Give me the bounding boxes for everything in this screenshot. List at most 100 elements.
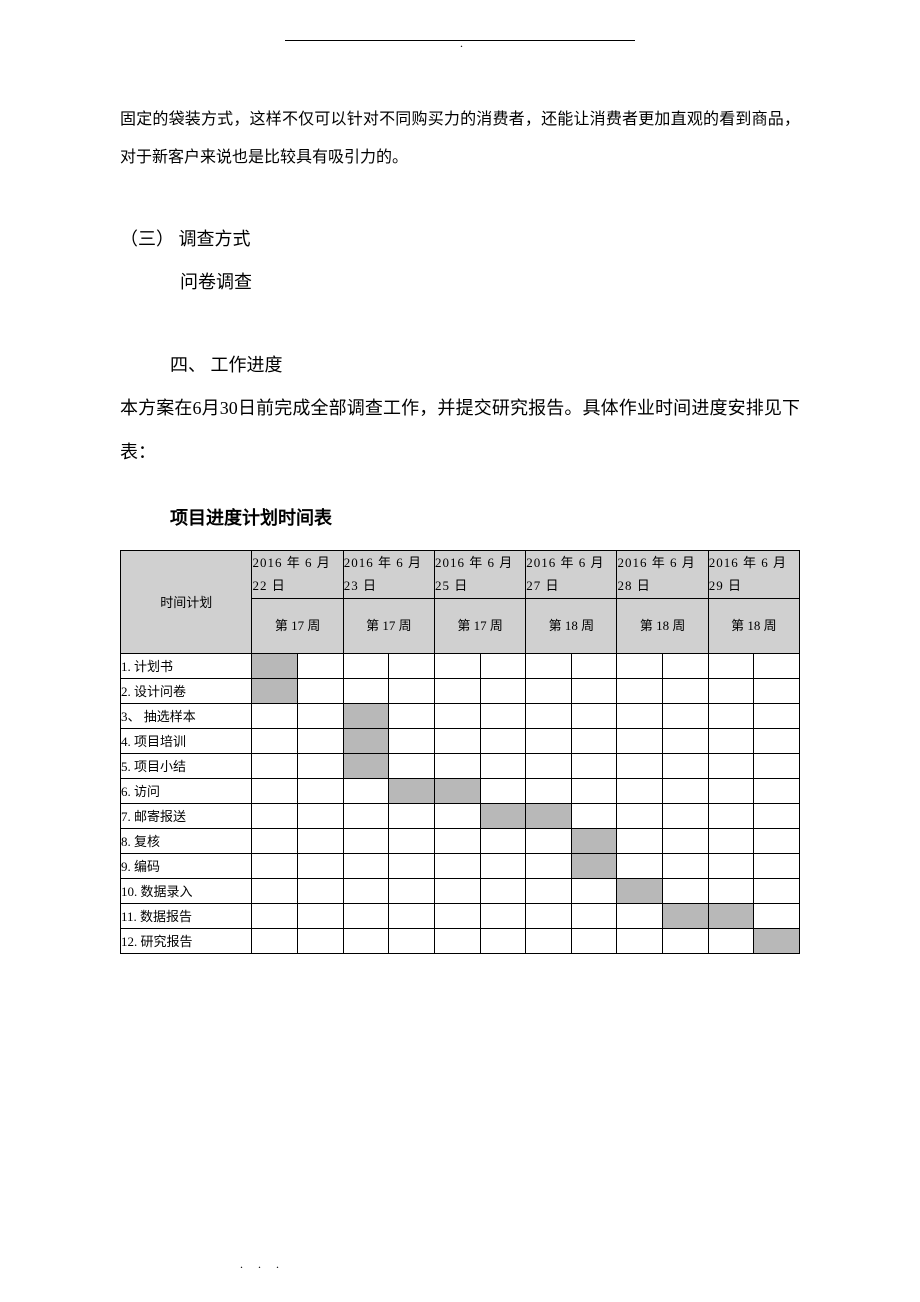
gantt-cell [526,803,572,828]
gantt-cell [389,728,435,753]
section-3-head: （三） 调查方式 [120,218,800,261]
task-label: 8. 复核 [121,828,252,853]
gantt-body: 1. 计划书2. 设计问卷3、 抽选样本4. 项目培训5. 项目小结6. 访问7… [121,653,800,953]
gantt-cell [754,703,800,728]
task-label: 10. 数据录入 [121,878,252,903]
gantt-cell [571,853,617,878]
gantt-cell [708,753,754,778]
gantt-cell [754,728,800,753]
gantt-cell [252,853,298,878]
gantt-cell [663,703,709,728]
gantt-cell [343,903,389,928]
gantt-cell [389,828,435,853]
gantt-cell [298,778,344,803]
gantt-cell [343,853,389,878]
gantt-cell [571,728,617,753]
gantt-cell [754,903,800,928]
gantt-cell [298,803,344,828]
gantt-cell [434,728,480,753]
gantt-cell [617,878,663,903]
table-row: 10. 数据录入 [121,878,800,903]
gantt-cell [343,928,389,953]
gantt-cell [526,678,572,703]
gantt-cell [389,803,435,828]
gantt-cell [571,903,617,928]
gantt-cell [754,803,800,828]
week-head-3: 第 18 周 [526,598,617,653]
gantt-cell [389,703,435,728]
plan-label-head: 时间计划 [121,550,252,653]
gantt-cell [663,728,709,753]
table-row: 9. 编码 [121,853,800,878]
table-row: 5. 项目小结 [121,753,800,778]
gantt-cell [617,903,663,928]
gantt-cell [526,903,572,928]
gantt-cell [526,778,572,803]
gantt-cell [252,803,298,828]
gantt-cell [252,903,298,928]
gantt-cell [434,703,480,728]
task-label: 11. 数据报告 [121,903,252,928]
gantt-cell [571,703,617,728]
gantt-cell [571,678,617,703]
date-head-3: 2016 年 6 月 27 日 [526,550,617,598]
gantt-cell [389,903,435,928]
gantt-cell [571,803,617,828]
gantt-cell [754,678,800,703]
date-head-0: 2016 年 6 月 22 日 [252,550,343,598]
gantt-cell [434,928,480,953]
gantt-cell [617,803,663,828]
gantt-cell [526,653,572,678]
table-row: 12. 研究报告 [121,928,800,953]
gantt-cell [298,853,344,878]
gantt-cell [663,928,709,953]
gantt-cell [298,703,344,728]
date-head-4: 2016 年 6 月 28 日 [617,550,708,598]
gantt-cell [343,728,389,753]
gantt-cell [252,928,298,953]
gantt-cell [526,753,572,778]
gantt-cell [663,853,709,878]
task-label: 1. 计划书 [121,653,252,678]
table-title: 项目进度计划时间表 [120,504,800,530]
gantt-cell [480,878,526,903]
table-row: 6. 访问 [121,778,800,803]
gantt-cell [617,678,663,703]
gantt-cell [298,878,344,903]
footer-dots: . . . [240,1257,285,1272]
gantt-cell [754,653,800,678]
gantt-cell [480,653,526,678]
gantt-cell [526,878,572,903]
gantt-cell [480,828,526,853]
gantt-cell [571,928,617,953]
week-head-5: 第 18 周 [708,598,799,653]
gantt-cell [571,753,617,778]
task-label: 12. 研究报告 [121,928,252,953]
table-row: 3、 抽选样本 [121,703,800,728]
gantt-cell [708,703,754,728]
date-head-2: 2016 年 6 月 25 日 [434,550,525,598]
section-4-body-text: 本方案在6月30日前完成全部调查工作，并提交研究报告。具体作业时间进度安排见下表… [120,398,800,461]
table-row: 7. 邮寄报送 [121,803,800,828]
date-head-1: 2016 年 6 月 23 日 [343,550,434,598]
gantt-cell [571,828,617,853]
gantt-cell [252,678,298,703]
gantt-cell [617,653,663,678]
week-head-1: 第 17 周 [343,598,434,653]
task-label: 5. 项目小结 [121,753,252,778]
gantt-cell [617,928,663,953]
gantt-cell [663,828,709,853]
gantt-cell [617,728,663,753]
gantt-cell [754,928,800,953]
gantt-cell [480,853,526,878]
gantt-cell [663,753,709,778]
gantt-cell [754,853,800,878]
gantt-cell [343,653,389,678]
gantt-cell [708,828,754,853]
gantt-cell [480,928,526,953]
gantt-cell [389,678,435,703]
table-row: 4. 项目培训 [121,728,800,753]
gantt-cell [389,753,435,778]
gantt-cell [526,853,572,878]
task-label: 7. 邮寄报送 [121,803,252,828]
